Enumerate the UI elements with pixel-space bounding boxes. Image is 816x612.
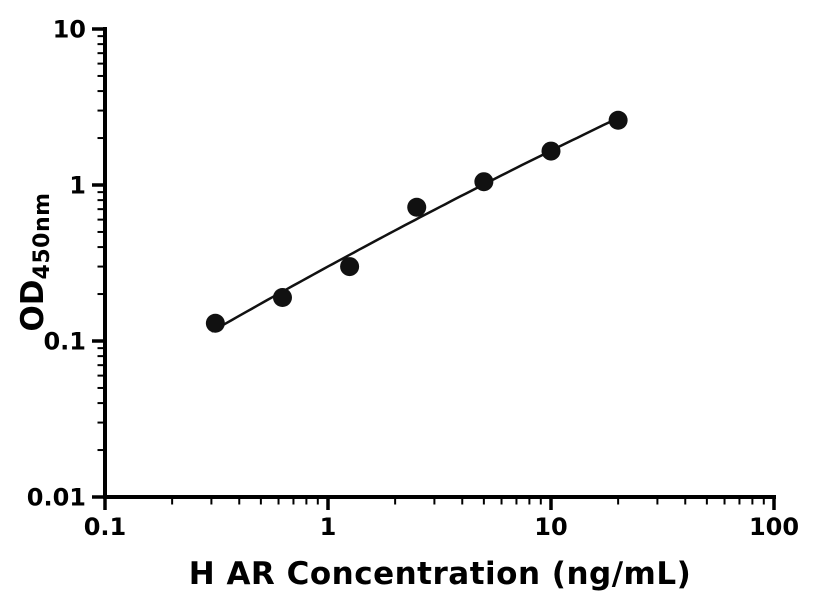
y-tick-label: 0.01 bbox=[27, 484, 86, 512]
data-point bbox=[272, 288, 292, 308]
y-tick-label: 10 bbox=[53, 16, 86, 44]
x-tick-label: 1 bbox=[320, 513, 337, 541]
y-axis-title-subscript: 450nm bbox=[30, 192, 55, 280]
x-tick-label: 10 bbox=[534, 513, 567, 541]
data-point bbox=[474, 172, 494, 192]
x-tick-label: 0.1 bbox=[84, 513, 127, 541]
y-axis-title-main: OD bbox=[15, 279, 51, 332]
x-axis-title: H AR Concentration (ng/mL) bbox=[188, 556, 692, 592]
y-axis-title: OD450nm bbox=[15, 192, 55, 332]
data-point bbox=[541, 141, 561, 161]
y-tick-label: 1 bbox=[69, 172, 86, 200]
data-point bbox=[608, 110, 628, 130]
data-point bbox=[407, 197, 427, 217]
x-tick-label: 100 bbox=[749, 513, 799, 541]
y-tick-label: 0.1 bbox=[43, 328, 86, 356]
data-point bbox=[340, 257, 360, 277]
data-point bbox=[205, 313, 225, 333]
